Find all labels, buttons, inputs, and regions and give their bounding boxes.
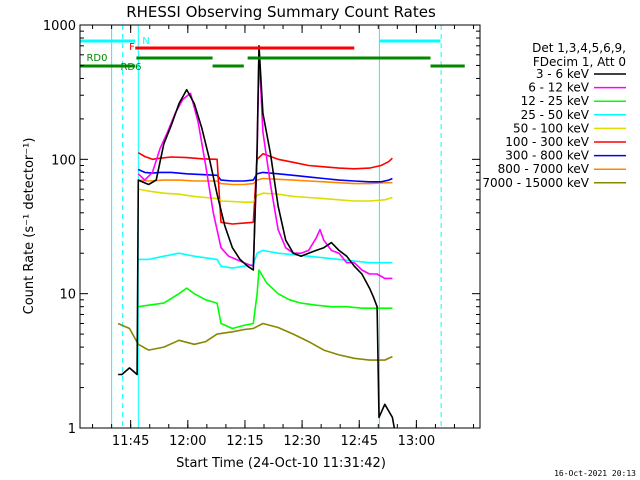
legend-label: 12 - 25 keV — [521, 94, 590, 108]
legend-label: 100 - 300 keV — [505, 135, 589, 149]
series-line-6 — [137, 168, 393, 183]
series-line-0 — [118, 44, 396, 428]
legend: Det 1,3,4,5,6,9, FDecim 1, Att 0 3 - 6 k… — [482, 41, 626, 190]
legend-label: 300 - 800 keV — [505, 149, 589, 163]
x-tick-label: 12:30 — [283, 434, 320, 449]
status-label-f: F — [129, 42, 135, 53]
x-tick-label: 12:15 — [226, 434, 263, 449]
x-tick-label: 12:45 — [341, 434, 378, 449]
series-group — [111, 25, 442, 428]
legend-label: 25 - 50 keV — [521, 108, 590, 122]
x-axis: 11:45 12:00 12:15 12:30 12:45 13:00 — [92, 25, 475, 449]
legend-label: 50 - 100 keV — [513, 121, 590, 135]
status-label-rd6: RD6 — [120, 62, 141, 73]
legend-header-line-1: Det 1,3,4,5,6,9, — [532, 41, 626, 55]
y-tick-label: 1000 — [43, 19, 76, 34]
legend-label: 7000 - 15000 keV — [482, 176, 589, 190]
status-bars: NF RD0 RD6 — [80, 36, 465, 73]
x-tick-label: 12:00 — [169, 434, 206, 449]
series-line-4 — [138, 188, 393, 203]
series-line-3 — [138, 249, 393, 269]
y-tick-label: 100 — [51, 153, 76, 168]
y-axis-label: Count Rate (s⁻¹ detector⁻¹) — [22, 138, 37, 315]
legend-label: 6 - 12 keV — [528, 81, 590, 95]
status-label-n: N — [142, 36, 149, 47]
x-tick-label: 11:45 — [112, 434, 149, 449]
y-axis: 1 10 100 1000 — [43, 19, 480, 437]
series-line-5 — [137, 152, 393, 225]
plot-area — [111, 25, 442, 428]
series-line-8 — [117, 322, 393, 361]
legend-header-line-2: FDecim 1, Att 0 — [533, 55, 626, 69]
x-tick-label: 13:00 — [398, 434, 435, 449]
series-line-1 — [137, 52, 393, 280]
x-axis-label: Start Time (24-Oct-10 11:31:42) — [176, 456, 386, 471]
y-tick-label: 1 — [68, 422, 76, 437]
legend-label: 3 - 6 keV — [536, 67, 590, 81]
legend-label: 800 - 7000 keV — [498, 162, 590, 176]
plot-frame — [79, 24, 481, 429]
status-label-rd0: RD0 — [86, 53, 107, 64]
y-tick-label: 10 — [59, 288, 76, 303]
chart-title: RHESSI Observing Summary Count Rates — [126, 3, 436, 21]
series-line-2 — [138, 269, 393, 330]
timestamp: 16-Oct-2021 20:13 — [554, 469, 636, 478]
